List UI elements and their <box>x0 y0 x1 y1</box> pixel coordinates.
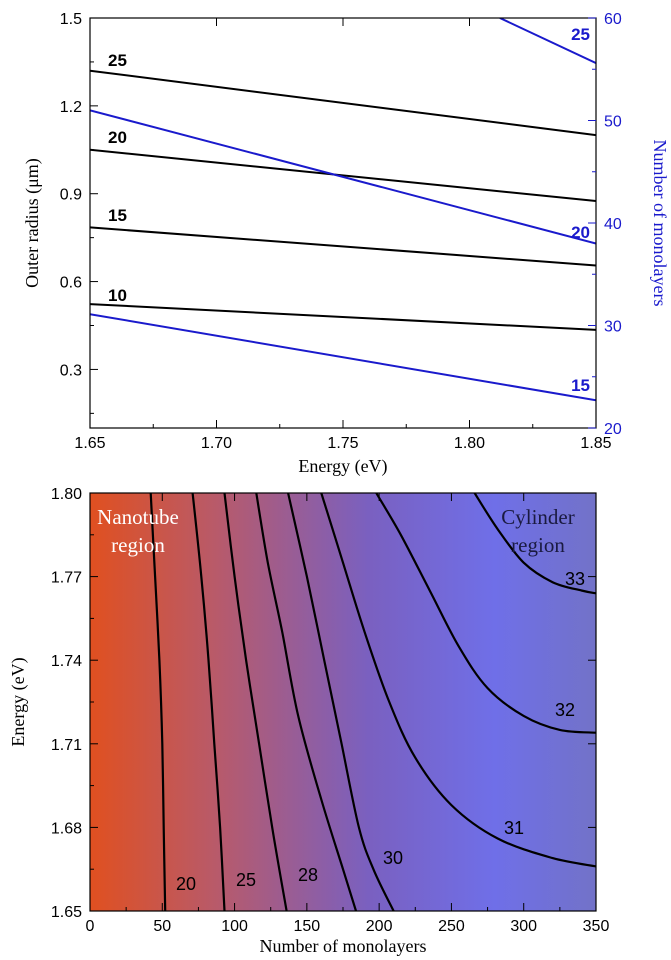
contour-label-30: 30 <box>383 848 403 868</box>
series-line-right-20 <box>90 109 596 245</box>
top-y2-tick-label: 50 <box>604 114 622 131</box>
bottom-y-tick-label: 1.80 <box>51 486 82 503</box>
top-x-tick-label: 1.85 <box>580 435 611 452</box>
contour-line-20 <box>149 493 167 911</box>
top-x-tick-label: 1.65 <box>74 435 105 452</box>
top-y2-tick-label: 40 <box>604 216 622 233</box>
bottom-x-tick-label: 150 <box>294 918 321 935</box>
top-y2-axis-title: Number of monolayers <box>650 140 670 307</box>
bottom-x-tick-label: 250 <box>438 918 465 935</box>
contour-label-20: 20 <box>176 874 196 894</box>
top-series-labels: 10 15 20 25 15 20 25 <box>108 25 590 395</box>
top-x-axis-title: Energy (eV) <box>298 456 387 477</box>
top-y-tick-label: 0.9 <box>60 187 82 204</box>
bottom-y-tick-label: 1.74 <box>51 653 82 670</box>
top-y-tick-label: 0.3 <box>60 362 82 379</box>
series-label-right-15: 15 <box>571 376 590 395</box>
cylinder-region-label-line1: Cylinder <box>501 505 575 529</box>
series-line-left-15 <box>90 226 596 267</box>
top-y2-tick-label: 20 <box>604 421 622 438</box>
nanotube-region-label-line1: Nanotube <box>97 505 179 529</box>
series-label-right-25: 25 <box>571 25 590 44</box>
bottom-x-axis: 0 50 100 150 200 250 300 350 <box>86 493 610 935</box>
contour-label-33: 33 <box>565 569 585 589</box>
top-y-tick-label: 0.6 <box>60 275 82 292</box>
series-label-left-20: 20 <box>108 128 127 147</box>
contour-label-32: 32 <box>555 700 575 720</box>
bottom-y-axis: 1.65 1.68 1.71 1.74 1.77 1.80 <box>51 486 596 921</box>
top-x-tick-label: 1.75 <box>327 435 358 452</box>
contour-line-31 <box>320 493 596 868</box>
bottom-y-tick-label: 1.71 <box>51 737 82 754</box>
nanotube-region-label-line2: region <box>111 533 165 557</box>
series-line-left-20 <box>90 148 596 202</box>
bottom-y-tick-label: 1.77 <box>51 570 82 587</box>
bottom-x-tick-label: 300 <box>510 918 537 935</box>
top-y-tick-label: 1.5 <box>60 11 82 28</box>
bottom-x-tick-label: 200 <box>366 918 393 935</box>
contour-label-28: 28 <box>298 865 318 885</box>
series-label-left-25: 25 <box>108 51 127 70</box>
top-series-lines <box>90 18 596 402</box>
contour-line-unlabeled-3 <box>255 493 358 911</box>
top-y-axis-title: Outer radius (μm) <box>22 158 43 288</box>
series-line-left-10 <box>90 303 596 331</box>
top-x-tick-label: 1.70 <box>201 435 232 452</box>
bottom-x-tick-label: 0 <box>86 918 95 935</box>
series-label-left-15: 15 <box>108 206 127 225</box>
bottom-panel-contour-map: 20 25 28 30 31 32 33 0 50 100 150 200 250 300 350 1.6… <box>8 486 609 956</box>
contour-line-30 <box>287 493 395 911</box>
series-line-right-15 <box>90 313 596 402</box>
top-x-axis: 1.65 1.70 1.75 1.80 1.85 <box>74 18 612 452</box>
top-y-axis-left: 0.3 0.6 0.9 1.2 1.5 <box>60 11 98 414</box>
bottom-x-tick-label: 100 <box>221 918 248 935</box>
top-y-tick-label: 1.2 <box>60 99 82 116</box>
contour-line-32 <box>375 493 596 734</box>
series-line-right-25 <box>499 18 596 65</box>
series-label-left-10: 10 <box>108 286 127 305</box>
bottom-x-axis-title: Number of monolayers <box>260 936 427 956</box>
bottom-y-axis-title: Energy (eV) <box>8 657 29 746</box>
bottom-x-tick-label: 350 <box>583 918 610 935</box>
top-x-tick-label: 1.80 <box>454 435 485 452</box>
series-line-left-25 <box>90 69 596 137</box>
top-y2-tick-label: 30 <box>604 319 622 336</box>
bottom-x-tick-label: 50 <box>153 918 171 935</box>
cylinder-region-label-line2: region <box>511 533 565 557</box>
top-panel-line-chart: 1.65 1.70 1.75 1.80 1.85 0.3 0.6 0.9 1.2 1.5 20 3… <box>22 11 670 477</box>
bottom-y-tick-label: 1.65 <box>51 904 82 921</box>
contour-line-25 <box>191 493 226 911</box>
top-y2-tick-label: 60 <box>604 11 622 28</box>
series-label-right-20: 20 <box>571 223 590 242</box>
contour-line-28 <box>223 493 288 911</box>
top-y-axis-right: 20 30 40 50 60 <box>588 11 622 438</box>
contour-label-31: 31 <box>504 818 524 838</box>
contour-label-25: 25 <box>236 870 256 890</box>
bottom-contour-labels: 20 25 28 30 31 32 33 <box>176 569 585 894</box>
contour-line-33 <box>473 493 596 595</box>
bottom-y-tick-label: 1.68 <box>51 820 82 837</box>
bottom-contour-lines <box>149 493 596 911</box>
